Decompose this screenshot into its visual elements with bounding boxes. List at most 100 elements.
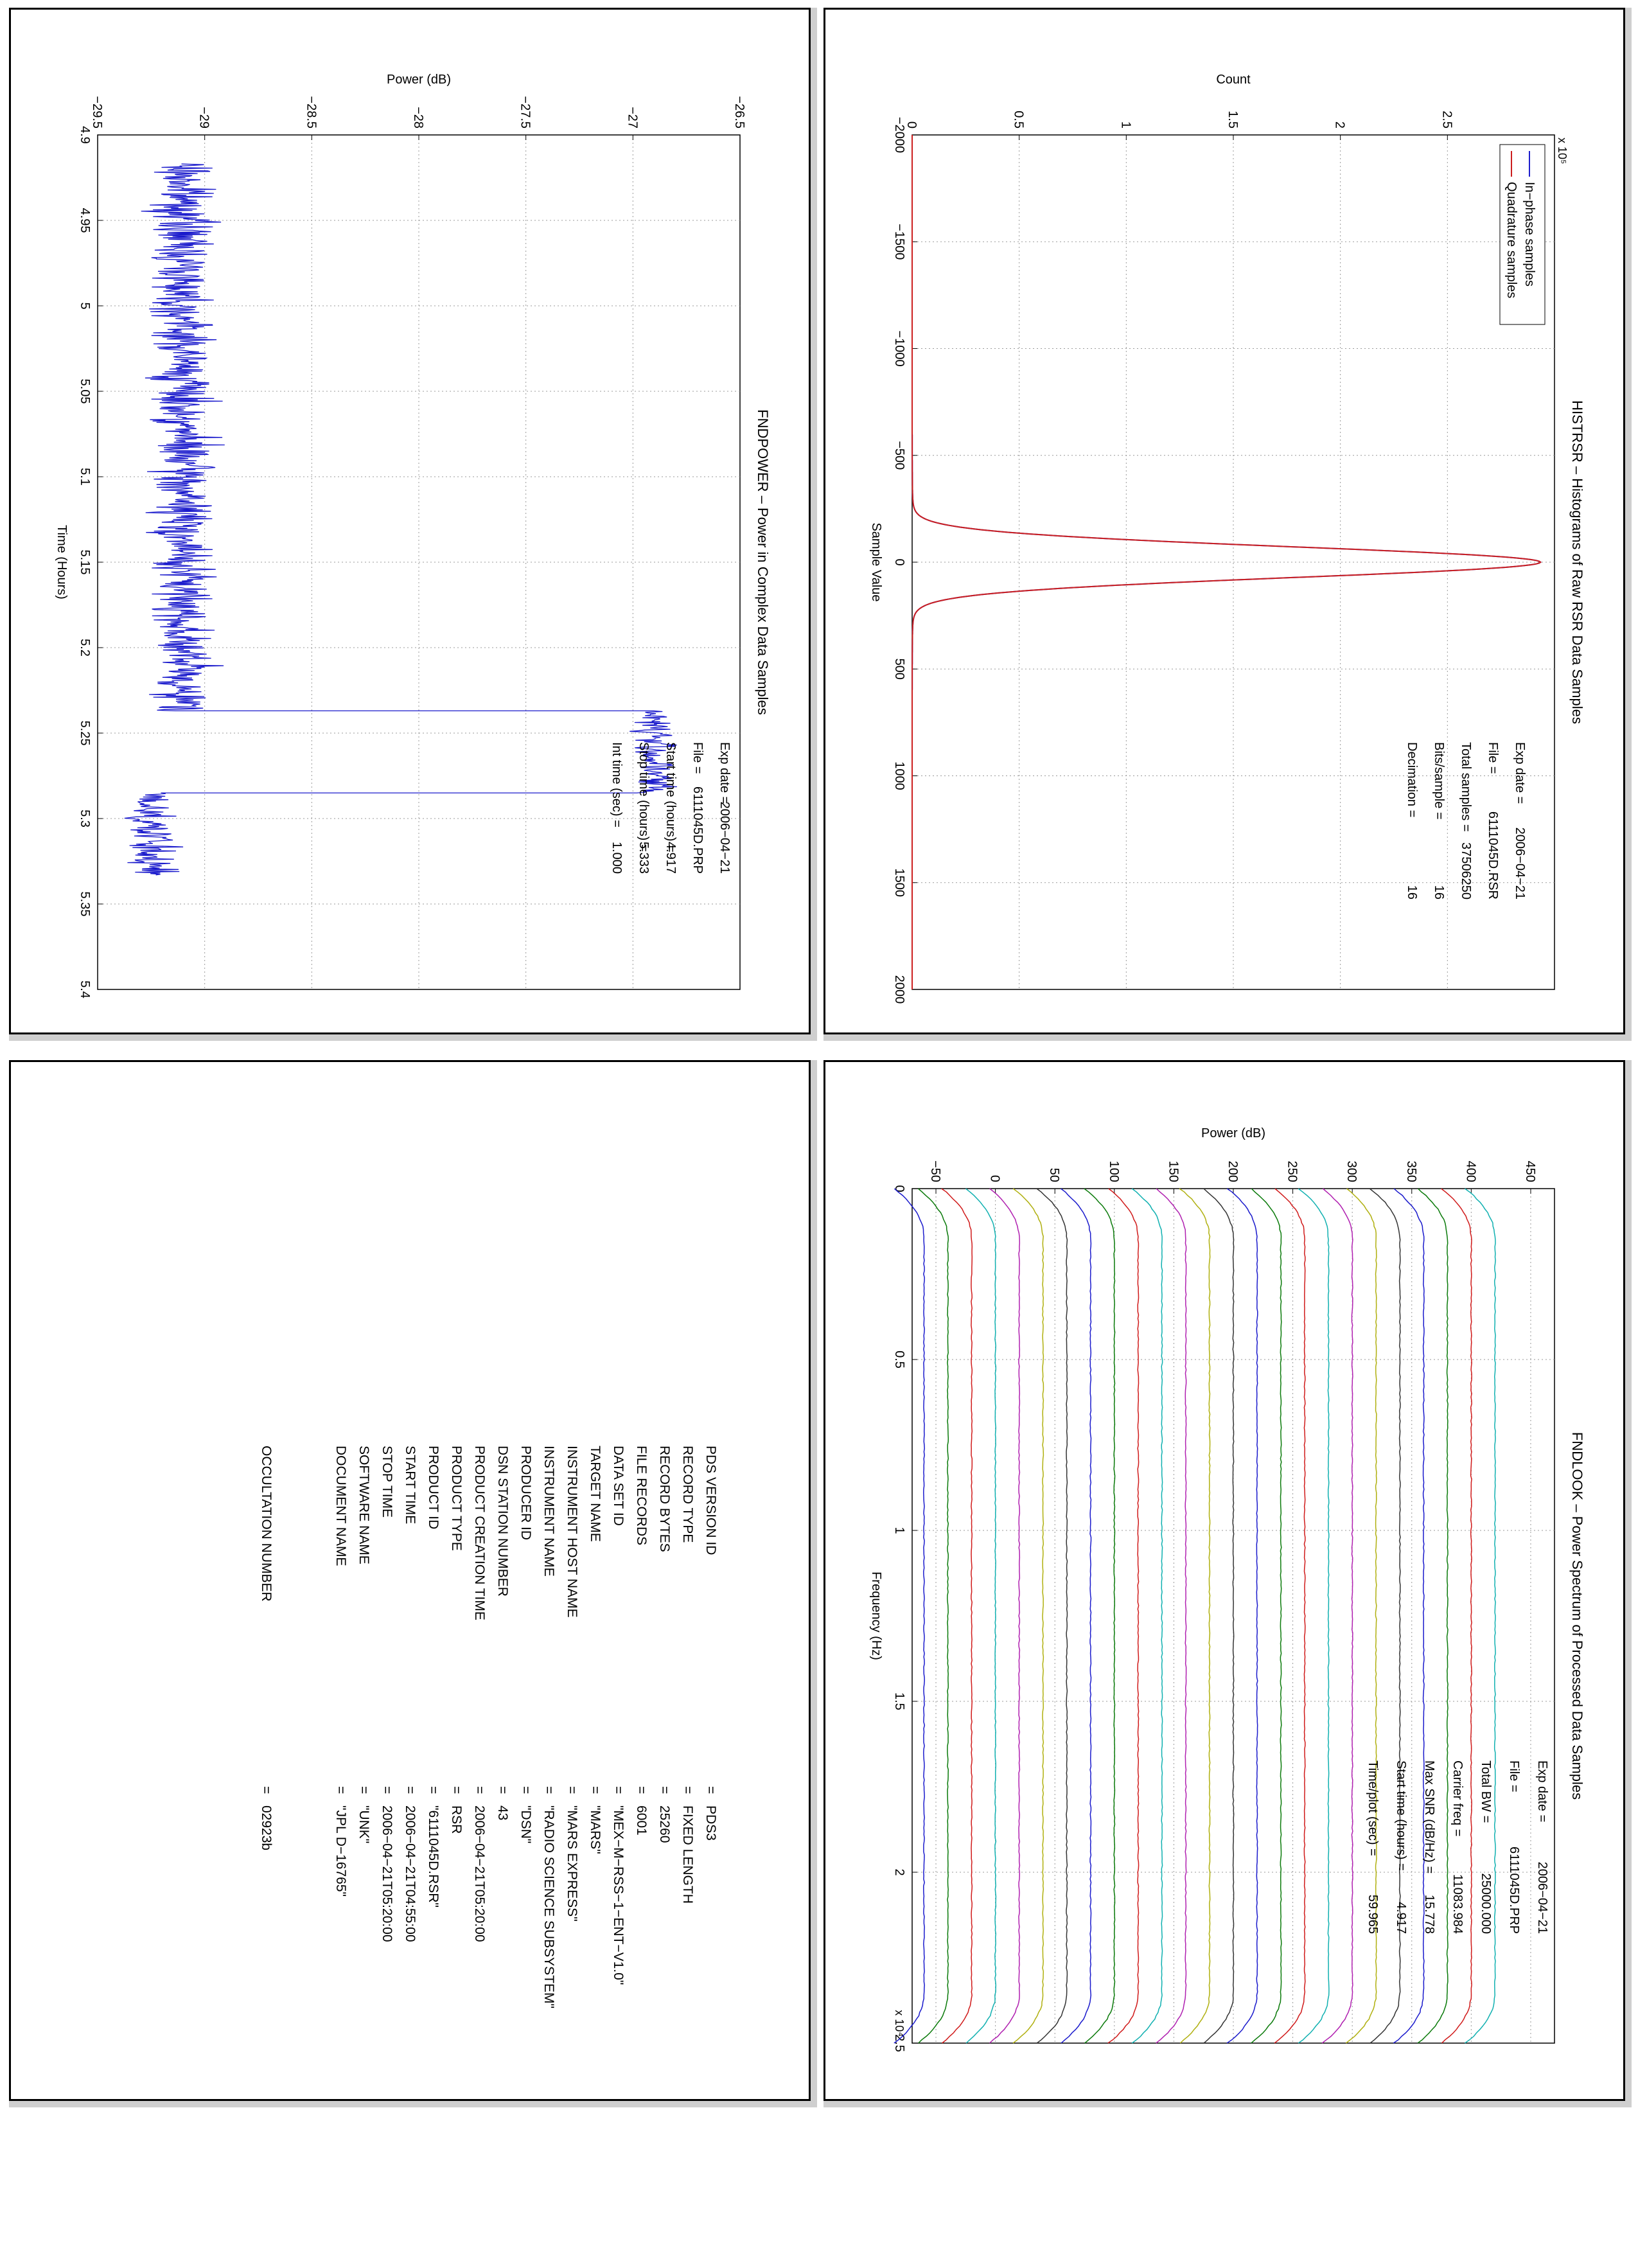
annotation-value: 4.917 (1394, 1902, 1408, 1934)
histrsr-page-frame (823, 8, 1625, 1034)
x-tick-label: 5 (78, 302, 92, 309)
spectrum-line-18 (1321, 1188, 1353, 2044)
label-value: 25260 (657, 1805, 672, 1843)
y-tick-label: 0 (904, 121, 919, 128)
legend-box (1499, 144, 1546, 325)
annotation-value: 2006−04−21 (1513, 828, 1527, 899)
annotation-value: 1.000 (610, 842, 624, 874)
x-tick-label: 2000 (892, 975, 906, 1004)
label-key: DOCUMENT NAME (333, 1446, 348, 1566)
fndlook-page-frame (823, 1060, 1625, 2101)
fndpower-page (9, 8, 817, 1041)
annotation-value: 6111045D.PRP (1507, 1847, 1521, 1934)
label-value: 6001 (634, 1805, 649, 1836)
spectrum-line-4 (989, 1188, 1021, 2044)
annotation-value: 6111045D.RSR (1486, 811, 1500, 899)
y-tick-label: −50 (928, 1160, 942, 1182)
spectrum-line-5 (1012, 1188, 1044, 2044)
annotation-label: File = (691, 742, 705, 774)
label-key: SOFTWARE NAME (357, 1446, 371, 1564)
label-equals: = (472, 1786, 487, 1794)
label-equals: = (634, 1786, 649, 1794)
x-tick-label: −1500 (892, 224, 906, 260)
label-value: 2006−04−21T05:20:00 (472, 1805, 487, 1942)
chart-title: FNDPOWER – Power in Complex Data Samples (755, 409, 771, 715)
label-key: INSTRUMENT NAME (542, 1446, 556, 1577)
label-value: "MARS" (588, 1805, 603, 1854)
label-key: DATA SET ID (611, 1446, 626, 1526)
label-equals: = (449, 1786, 464, 1794)
label-value: 02923b (259, 1805, 274, 1850)
label-page-frame (9, 1060, 811, 2101)
spectrum-line-13 (1203, 1188, 1235, 2044)
chart-title: HISTRSR – Histograms of Raw RSR Data Sam… (1569, 400, 1585, 724)
label-key: FILE RECORDS (634, 1446, 649, 1545)
y-tick-label: −28.5 (304, 96, 318, 128)
y-tick-label: 400 (1463, 1161, 1477, 1182)
x-tick-label: 5.3 (78, 810, 92, 828)
label-key: RECORD TYPE (680, 1446, 695, 1543)
label-equals: = (259, 1786, 274, 1794)
label-value: "RADIO SCIENCE SUBSYSTEM" (542, 1805, 556, 2008)
spectrum-line-20 (1369, 1188, 1401, 2044)
x-tick-label: 5.15 (78, 550, 92, 575)
label-key: PRODUCT CREATION TIME (472, 1446, 487, 1620)
spectrum-line-24 (1464, 1188, 1496, 2044)
annotation-value: 4.917 (664, 842, 678, 874)
y-tick-label: −27.5 (518, 96, 533, 128)
x-tick-label: 4.95 (78, 208, 92, 233)
annotation-label: Total BW = (1479, 1760, 1493, 1823)
x-tick-label: −1000 (892, 330, 906, 366)
y-tick-label: −29.5 (90, 96, 104, 128)
label-key: PDS VERSION ID (703, 1446, 718, 1555)
x-tick-label: 500 (892, 659, 906, 680)
annotation-value: 6111045D.PRP (691, 786, 705, 874)
annotation-value: 37506250 (1459, 842, 1473, 899)
x-exponent: x 10⁴ (893, 2010, 906, 2037)
annotation-label: Stop time (hours) = (637, 742, 651, 852)
annotation-value: 5.333 (637, 842, 651, 874)
x-tick-label: 2.5 (892, 2034, 906, 2052)
annotation-value: 2006−04−21 (1535, 1862, 1549, 1934)
spectrum-line-17 (1298, 1188, 1330, 2044)
annotation-label: Carrier freq = (1450, 1760, 1465, 1836)
spectrum-line-12 (1179, 1188, 1211, 2044)
histrsr-svg: HISTRSR – Histograms of Raw RSR Data Sam… (869, 73, 1585, 1004)
y-tick-label: 300 (1344, 1161, 1359, 1182)
label-svg: PDS VERSION ID = PDS3 RECORD TYPE = FIXED LEN… (259, 1446, 718, 2008)
y-axis-label: Count (1216, 73, 1251, 87)
spectrum-line-23 (1441, 1188, 1472, 2044)
label-key: PRODUCT TYPE (449, 1446, 464, 1551)
annotation-value: 16 (1405, 885, 1419, 899)
label-equals: = (495, 1786, 510, 1794)
spectrum-line-6 (1036, 1188, 1068, 2044)
annotation-label: Start time (hours) = (1394, 1760, 1408, 1871)
x-tick-label: 0.5 (892, 1351, 906, 1369)
spectrum-line-11 (1156, 1188, 1187, 2044)
annotation-label: Start time (hours) = (664, 742, 678, 853)
fndpower-chart: FNDPOWER – Power in Complex Data Samples… (14, 64, 785, 1028)
label-equals: = (542, 1786, 556, 1794)
label-value: RSR (449, 1805, 464, 1834)
label-key: INSTRUMENT HOST NAME (565, 1446, 579, 1618)
label-value: "JPL D−16765" (333, 1805, 348, 1897)
label-value: "UNK" (357, 1805, 371, 1843)
y-tick-label: 0.5 (1012, 111, 1026, 128)
fndlook-svg: FNDLOOK – Power Spectrum of Processed Da… (869, 1126, 1585, 2052)
annotation-value: 25000.000 (1479, 1873, 1493, 1934)
label-equals: = (426, 1786, 441, 1794)
pds-label-listing: PDS VERSION ID = PDS3 RECORD TYPE = FIXED LEN… (0, 1272, 745, 2268)
x-tick-label: 0 (892, 558, 906, 565)
label-value: "DSN" (518, 1805, 533, 1843)
fndlook-page (823, 1060, 1632, 2107)
annotation-label: Total samples = (1459, 742, 1473, 832)
spectrum-line-22 (1417, 1188, 1449, 2044)
label-equals: = (518, 1786, 533, 1794)
x-tick-label: 0 (892, 1185, 906, 1192)
x-tick-label: 5.4 (78, 980, 92, 998)
label-value: "MARS EXPRESS" (565, 1805, 579, 1922)
label-page (9, 1060, 817, 2107)
spectrum-line-8 (1084, 1188, 1116, 2044)
x-axis-label: Sample Value (869, 522, 883, 601)
power-series-line (124, 163, 678, 876)
